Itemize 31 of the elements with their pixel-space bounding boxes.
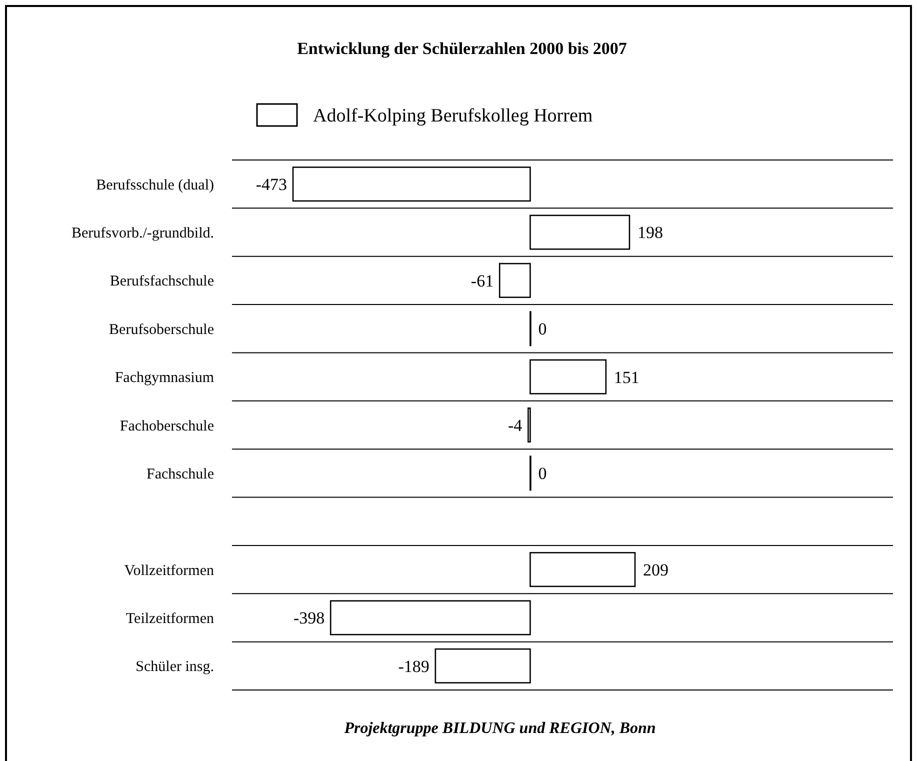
y-tick-label: Fachoberschule [120, 418, 214, 434]
bar [530, 214, 630, 250]
data-label: -61 [470, 271, 494, 290]
y-tick-label: Fachgymnasium [114, 370, 214, 386]
bar [530, 552, 636, 588]
bar [498, 262, 531, 298]
data-label: 151 [614, 368, 640, 387]
chart-title: Entwicklung der Schülerzahlen 2000 bis 2007 [297, 39, 628, 58]
y-tick-label: Teilzeitformen [126, 610, 214, 627]
bar [528, 407, 531, 443]
data-label: 198 [637, 223, 663, 242]
data-label: -473 [256, 175, 287, 194]
y-tick-label: Schüler insg. [136, 659, 214, 676]
y-tick-label: Fachschule [146, 466, 214, 482]
data-label: 209 [643, 560, 668, 580]
bar [530, 359, 607, 394]
data-label: -189 [398, 656, 430, 676]
y-tick-label: Berufsvorb./-grundbild. [72, 226, 214, 242]
bar [292, 166, 531, 202]
y-tick-label: Vollzeitformen [124, 562, 214, 579]
bar [434, 648, 531, 684]
bar [330, 600, 531, 636]
data-label: 0 [538, 464, 547, 484]
text: Projektgruppe BILDUNG und REGION, Bonn [343, 720, 656, 737]
data-label: -398 [293, 608, 325, 628]
y-tick-label: Berufsfachschule [110, 274, 214, 290]
data-label: -4 [508, 416, 523, 435]
y-tick-label: Berufsschule (dual) [96, 177, 214, 194]
legend-label: Adolf-Kolping Berufskolleg Horrem [313, 106, 593, 127]
data-label: 0 [538, 320, 547, 339]
y-tick-label: Berufsoberschule [109, 322, 214, 338]
